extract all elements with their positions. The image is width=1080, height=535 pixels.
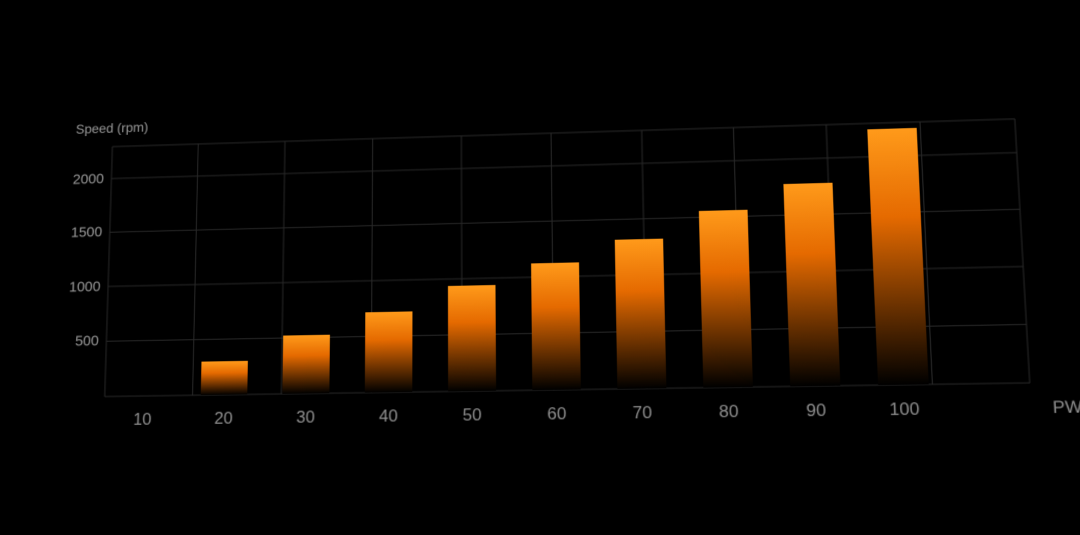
x-axis-ticks: 102030405060708090100 [105,119,1030,397]
y-tick-label: 500 [75,333,99,350]
x-tick-label: 100 [889,399,920,420]
x-tick-label: 80 [719,402,739,423]
y-axis-title: Speed (rpm) [76,119,149,136]
x-tick-label: 90 [806,400,827,421]
x-axis-title: PWM (%) [1052,396,1080,418]
x-tick-label: 50 [463,405,482,425]
x-tick-label: 70 [632,403,652,424]
y-tick-label: 1000 [69,278,101,295]
bar [282,335,330,394]
y-tick-label: 2000 [73,171,105,188]
x-tick-label: 60 [547,404,566,425]
x-tick-label: 40 [379,406,398,426]
x-tick-label: 30 [296,407,315,427]
x-tick-label: 10 [133,410,152,430]
x-tick-label: 20 [214,409,233,429]
chart-scene: Speed (rpm) 500100015002000 102030405060… [0,0,1080,535]
bar [201,361,248,395]
y-tick-label: 1500 [71,224,103,241]
chart-plane: Speed (rpm) 500100015002000 102030405060… [105,119,1030,397]
